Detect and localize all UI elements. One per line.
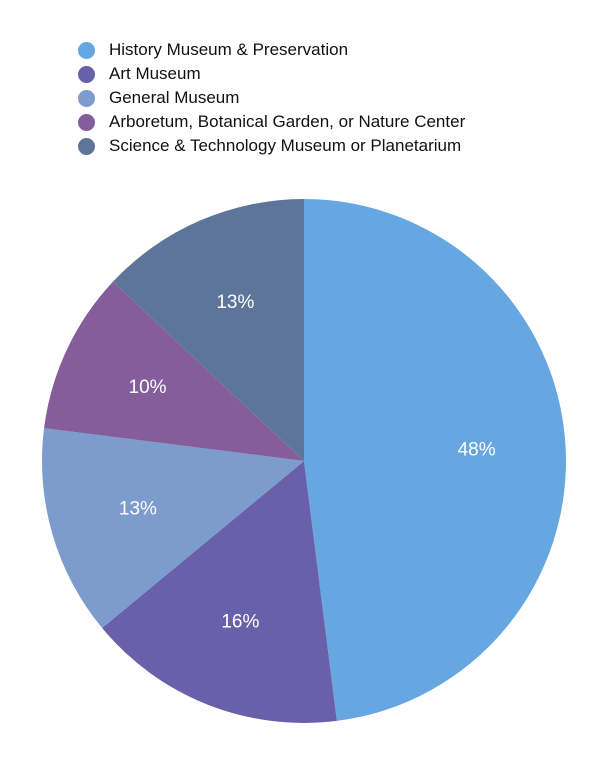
legend-item-science: Science & Technology Museum or Planetari… [78,134,465,158]
legend-label-science: Science & Technology Museum or Planetari… [109,136,462,155]
legend-swatch-history [78,41,95,59]
chart-legend: History Museum & Preservation Art Museum… [78,38,465,158]
pie-label-general: 13% [119,499,157,520]
pie-label-history: 48% [458,440,496,461]
pie-slice-science [113,199,304,461]
pie-slices [42,199,566,723]
pie-label-arboretum: 10% [129,377,167,398]
legend-swatch-science [78,137,95,155]
legend-item-history: History Museum & Preservation [78,38,465,62]
legend-swatch-general [78,89,95,107]
pie-slice-art [102,461,337,723]
pie-slice-arboretum [44,281,304,461]
legend-label-arboretum: Arboretum, Botanical Garden, or Nature C… [109,112,466,131]
pie-label-art: 16% [221,611,259,632]
legend-item-art: Art Museum [78,62,465,86]
legend-swatch-arboretum [78,113,95,131]
legend-label-art: Art Museum [109,64,201,83]
legend-label-general: General Museum [109,88,240,107]
legend-item-general: General Museum [78,86,465,110]
legend-item-arboretum: Arboretum, Botanical Garden, or Nature C… [78,110,465,134]
pie-labels: 48% 16% 13% 10% 13% [119,292,496,632]
legend-swatch-art [78,65,95,83]
pie-slice-general [42,428,305,629]
legend-label-history: History Museum & Preservation [109,40,349,59]
pie-label-science: 13% [216,292,254,313]
pie-slice-history [304,199,566,721]
